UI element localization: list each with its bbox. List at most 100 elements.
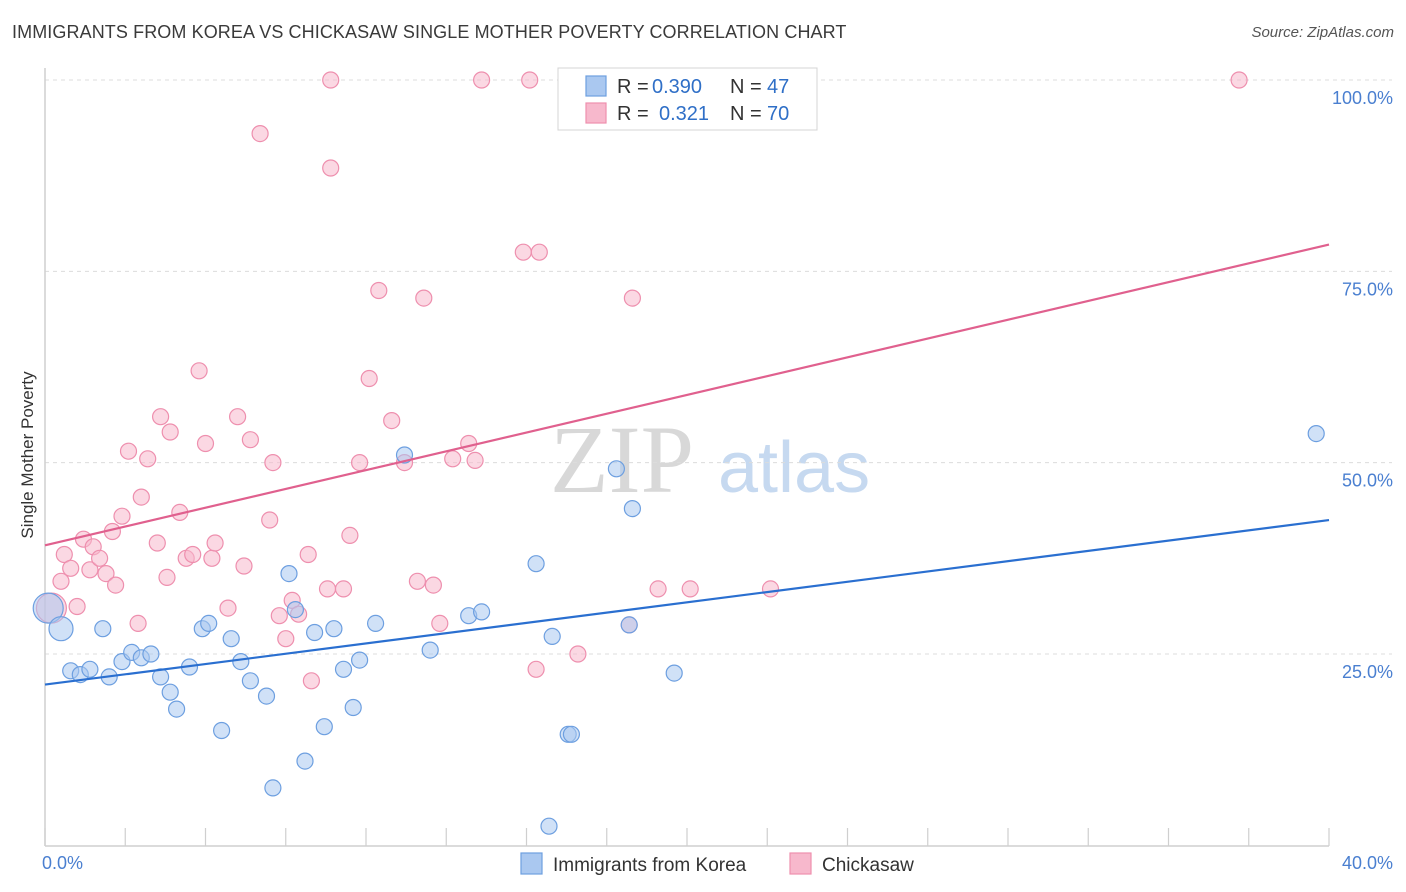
chickasaw-point <box>761 580 780 598</box>
chickasaw-point <box>241 431 259 449</box>
legend-swatch-chickasaw <box>585 102 607 124</box>
korea-point <box>562 725 581 743</box>
legend-bottom-swatch-chickasaw <box>789 852 812 875</box>
korea-point <box>607 460 626 478</box>
korea-point <box>540 817 558 835</box>
legend-n-value-korea: 47 <box>767 76 789 98</box>
chickasaw-point <box>466 451 484 469</box>
korea-point <box>665 664 683 682</box>
trend-line-chickasaw <box>44 243 1330 547</box>
korea-point <box>142 645 160 663</box>
legend-r-label-korea: R = <box>617 76 649 98</box>
chickasaw-point <box>132 488 150 506</box>
y-axis-title: Single Mother Poverty <box>18 371 37 539</box>
chickasaw-point <box>424 576 442 594</box>
chickasaw-point <box>158 568 176 587</box>
chickasaw-point <box>277 630 295 648</box>
chickasaw-point <box>341 526 359 545</box>
chickasaw-point <box>52 572 70 590</box>
korea-point <box>306 623 324 642</box>
chickasaw-point <box>322 159 340 177</box>
korea-point <box>334 660 353 678</box>
y-tick-labels: 25.0% 50.0% 75.0% 100.0% <box>1332 88 1393 682</box>
korea-point <box>395 446 414 464</box>
korea-point <box>351 651 369 669</box>
chickasaw-point <box>270 607 288 625</box>
korea-point <box>1307 425 1325 443</box>
chickasaw-point <box>302 672 320 690</box>
chickasaw-point <box>408 572 426 590</box>
chickasaw-point <box>196 434 215 453</box>
legend-n-label-korea: N = <box>730 76 762 98</box>
legend-r-value-chickasaw: 0.321 <box>659 103 709 125</box>
chickasaw-point <box>370 281 388 300</box>
chickasaw-point <box>62 559 80 577</box>
chickasaw-point <box>90 549 109 567</box>
chickasaw-point <box>1230 71 1248 89</box>
chickasaw-point <box>623 289 642 307</box>
legend-swatch-korea <box>585 75 607 97</box>
chickasaw-point <box>261 511 279 529</box>
series-chickasaw-points <box>35 71 1248 690</box>
chickasaw-point <box>530 243 548 261</box>
chickasaw-point <box>229 408 247 426</box>
chickasaw-point <box>81 561 99 579</box>
chickasaw-point <box>129 614 147 633</box>
korea-point <box>286 600 304 619</box>
korea-point <box>473 603 491 621</box>
legend-bottom-label-chickasaw: Chickasaw <box>822 855 914 876</box>
chickasaw-point <box>460 434 478 453</box>
chickasaw-point <box>206 534 224 552</box>
korea-point <box>367 614 385 633</box>
korea-point <box>32 592 64 624</box>
chickasaw-point <box>322 71 340 89</box>
chickasaw-point <box>55 545 73 564</box>
chickasaw-point <box>299 545 317 564</box>
chickasaw-point <box>527 660 545 678</box>
legend-bottom-swatch-korea <box>520 852 543 875</box>
y-tick-label: 50.0% <box>1342 471 1393 491</box>
watermark-zip: ZIP <box>550 406 694 513</box>
chickasaw-point <box>444 450 462 468</box>
korea-point <box>168 700 186 718</box>
chickasaw-point <box>351 454 369 472</box>
x-tick-label-min: 0.0% <box>42 853 83 873</box>
korea-point <box>421 641 439 659</box>
chart-title: IMMIGRANTS FROM KOREA VS CHICKASAW SINGL… <box>12 22 847 42</box>
chickasaw-point <box>473 71 491 89</box>
chickasaw-point <box>318 580 337 598</box>
chickasaw-point <box>649 580 667 598</box>
legend-top: R = 0.390 N = 47 R = 0.321 N = 70 <box>557 67 818 131</box>
chickasaw-point <box>431 614 449 633</box>
chickasaw-point <box>360 369 378 388</box>
legend-bottom-label-korea: Immigrants from Korea <box>553 855 747 876</box>
chickasaw-point <box>251 125 269 143</box>
chickasaw-point <box>161 423 179 441</box>
chickasaw-point <box>264 454 282 472</box>
chickasaw-point <box>148 534 166 552</box>
korea-point <box>527 555 545 573</box>
chickasaw-point <box>119 442 138 460</box>
chickasaw-point <box>152 408 170 426</box>
chickasaw-point <box>681 580 699 598</box>
legend-bottom: Immigrants from Korea Chickasaw <box>520 852 914 876</box>
korea-point <box>232 652 250 671</box>
chickasaw-point <box>97 564 115 583</box>
chickasaw-point <box>113 507 131 525</box>
korea-point <box>48 616 74 642</box>
legend-r-value-korea: 0.390 <box>652 76 702 98</box>
korea-point <box>94 620 112 638</box>
chickasaw-point <box>383 412 401 430</box>
korea-point <box>264 779 282 797</box>
series-korea-points <box>32 425 1325 835</box>
chickasaw-point <box>219 599 237 617</box>
chickasaw-point <box>184 545 202 564</box>
korea-point <box>296 752 314 770</box>
korea-point <box>344 698 362 717</box>
trend-line-korea <box>44 518 1330 686</box>
legend-n-value-chickasaw: 70 <box>767 103 789 125</box>
korea-point <box>623 500 642 518</box>
y-tick-label: 75.0% <box>1342 279 1393 299</box>
korea-point <box>325 620 343 638</box>
